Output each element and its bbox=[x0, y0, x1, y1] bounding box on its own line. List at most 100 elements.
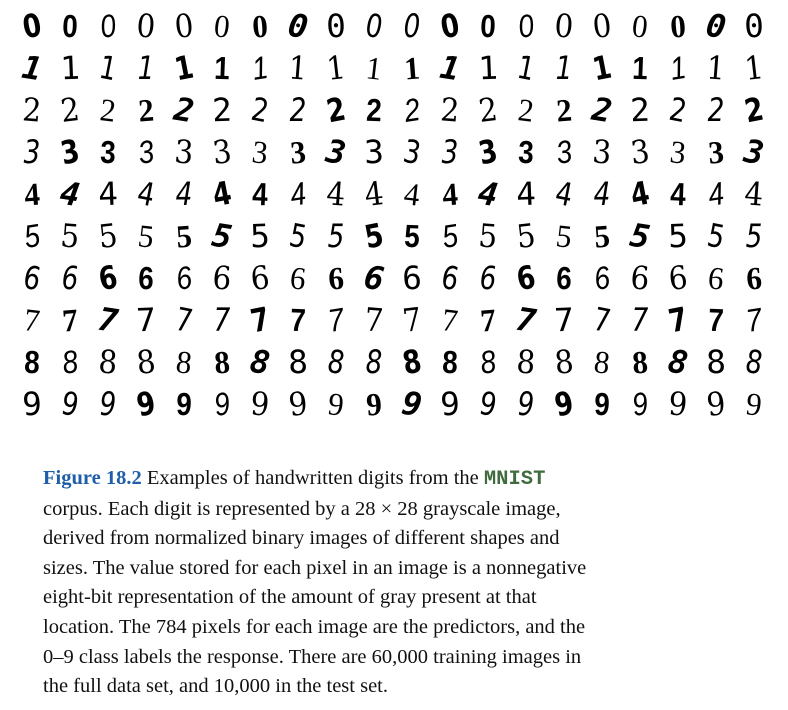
handwritten-digit: 1 bbox=[287, 48, 309, 88]
handwritten-digit: 5 bbox=[554, 217, 574, 255]
handwritten-digit: 4 bbox=[627, 173, 653, 215]
handwritten-digit: 4 bbox=[743, 174, 765, 214]
handwritten-digit: 3 bbox=[99, 133, 117, 171]
handwritten-digit: 9 bbox=[21, 384, 43, 424]
handwritten-digit: 5 bbox=[327, 217, 345, 255]
handwritten-digit: 6 bbox=[20, 257, 44, 299]
handwritten-digit: 5 bbox=[403, 217, 421, 255]
handwritten-digit: 9 bbox=[744, 385, 764, 423]
handwritten-digit: 6 bbox=[326, 259, 346, 297]
handwritten-digit: 3 bbox=[135, 133, 157, 171]
handwritten-digit: 0 bbox=[630, 7, 650, 45]
handwritten-digit: 6 bbox=[744, 259, 764, 297]
handwritten-digit: 9 bbox=[593, 385, 611, 423]
handwritten-digit: 0 bbox=[553, 6, 575, 46]
handwritten-digit: 9 bbox=[667, 384, 689, 424]
handwritten-digit: 2 bbox=[476, 90, 500, 130]
handwritten-digit: 4 bbox=[362, 174, 386, 214]
dataset-name: MNIST bbox=[483, 468, 546, 491]
handwritten-digit: 9 bbox=[99, 385, 117, 423]
handwritten-digit: 1 bbox=[477, 48, 499, 88]
handwritten-digit: 8 bbox=[174, 343, 194, 381]
handwritten-digit: 1 bbox=[589, 47, 615, 89]
handwritten-digit: 4 bbox=[175, 175, 193, 213]
handwritten-digit: 3 bbox=[475, 131, 501, 173]
handwritten-digit: 2 bbox=[289, 91, 307, 129]
handwritten-digit: 5 bbox=[592, 217, 612, 255]
handwritten-digit: 4 bbox=[593, 175, 611, 213]
handwritten-digit: 3 bbox=[591, 132, 613, 172]
handwritten-digit: 3 bbox=[706, 133, 726, 171]
handwritten-digit: 4 bbox=[134, 173, 158, 215]
handwritten-digit: 2 bbox=[554, 91, 574, 129]
handwritten-digit: 1 bbox=[667, 49, 689, 87]
handwritten-digit: 8 bbox=[324, 341, 348, 383]
handwritten-digit: 3 bbox=[741, 131, 767, 173]
handwritten-digit: 4 bbox=[669, 175, 687, 213]
handwritten-digit: 5 bbox=[477, 216, 499, 256]
handwritten-digit: 8 bbox=[477, 343, 499, 381]
handwritten-digit: 5 bbox=[286, 215, 310, 257]
handwritten-digit: 1 bbox=[402, 49, 422, 87]
handwritten-digit: 8 bbox=[365, 343, 383, 381]
handwritten-digit: 1 bbox=[555, 49, 573, 87]
figure-caption: Figure 18.2 Examples of handwritten digi… bbox=[43, 464, 755, 702]
handwritten-digit: 0 bbox=[437, 5, 463, 47]
handwritten-digit: 6 bbox=[95, 257, 121, 299]
handwritten-digit: 0 bbox=[325, 6, 347, 46]
handwritten-digit: 4 bbox=[287, 175, 309, 213]
handwritten-digit: 7 bbox=[440, 301, 460, 339]
handwritten-digit: 2 bbox=[666, 89, 690, 131]
caption-line-8: the full data set, and 10,000 in the tes… bbox=[43, 675, 389, 698]
handwritten-digit: 5 bbox=[21, 217, 43, 255]
handwritten-digit: 4 bbox=[440, 175, 460, 213]
handwritten-digit: 2 bbox=[98, 91, 118, 129]
handwritten-digit: 0 bbox=[590, 6, 614, 46]
handwritten-digit: 6 bbox=[629, 258, 651, 298]
figure-label: Figure 18.2 bbox=[43, 467, 142, 489]
handwritten-digit: 7 bbox=[665, 299, 691, 341]
handwritten-digit: 2 bbox=[365, 91, 383, 129]
handwritten-digit: 3 bbox=[517, 133, 535, 171]
handwritten-digit: 3 bbox=[668, 133, 688, 171]
handwritten-digit: 7 bbox=[631, 301, 649, 339]
handwritten-digit: 8 bbox=[97, 342, 119, 382]
caption-line-4: sizes. The value stored for each pixel i… bbox=[43, 556, 587, 579]
caption-line-6: location. The 784 pixels for each image … bbox=[43, 615, 586, 638]
handwritten-digit: 2 bbox=[707, 91, 725, 129]
handwritten-digit: 6 bbox=[61, 259, 79, 297]
handwritten-digit: 2 bbox=[629, 90, 651, 130]
handwritten-digit: 0 bbox=[250, 7, 270, 45]
handwritten-digit: 2 bbox=[516, 91, 536, 129]
handwritten-digit: 1 bbox=[96, 47, 120, 89]
handwritten-digit: 5 bbox=[209, 215, 235, 257]
handwritten-digit: 7 bbox=[513, 299, 539, 341]
handwritten-digit: 5 bbox=[96, 216, 120, 256]
handwritten-digit: 9 bbox=[211, 385, 233, 423]
handwritten-digit: 5 bbox=[439, 217, 461, 255]
handwritten-digit: 7 bbox=[743, 301, 765, 339]
handwritten-digit: 4 bbox=[325, 174, 347, 214]
handwritten-digit: 7 bbox=[22, 301, 42, 339]
handwritten-digit: 5 bbox=[667, 216, 689, 256]
handwritten-digit: 9 bbox=[364, 385, 384, 423]
handwritten-digit: 1 bbox=[437, 47, 463, 89]
handwritten-digit: 5 bbox=[59, 216, 81, 256]
handwritten-digit: 4 bbox=[552, 173, 576, 215]
handwritten-digit: 8 bbox=[705, 342, 727, 382]
handwritten-digit: 2 bbox=[58, 90, 82, 130]
handwritten-digit: 5 bbox=[745, 217, 763, 255]
handwritten-digit: 1 bbox=[213, 49, 231, 87]
handwritten-digit: 7 bbox=[590, 299, 614, 341]
handwritten-digit: 7 bbox=[95, 299, 121, 341]
handwritten-digit: 0 bbox=[285, 5, 311, 47]
handwritten-digit: 7 bbox=[289, 301, 307, 339]
handwritten-digit: 8 bbox=[287, 342, 309, 382]
handwritten-digit: 7 bbox=[135, 300, 157, 340]
handwritten-digit: 3 bbox=[57, 131, 83, 173]
handwritten-digit: 7 bbox=[363, 300, 385, 340]
